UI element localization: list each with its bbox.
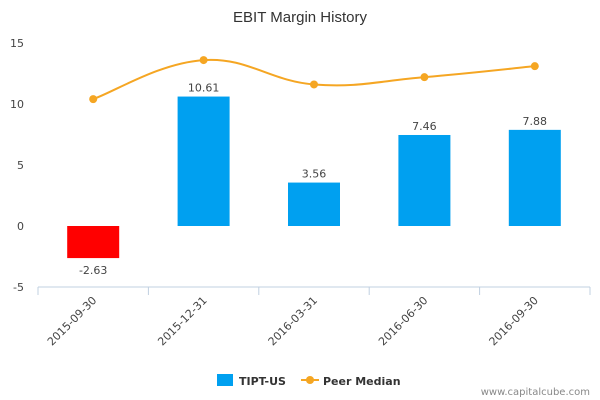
x-tick-label: 2016-06-30: [376, 294, 430, 348]
legend-swatch-tipt: [217, 374, 233, 386]
y-tick-label: -5: [13, 281, 24, 294]
peer-median-point: [310, 80, 318, 89]
bar: [508, 129, 561, 226]
bar-data-label: -2.63: [79, 264, 107, 277]
y-tick-label: 15: [10, 37, 24, 50]
legend-label-tipt: TIPT-US: [239, 375, 286, 388]
x-tick-label: 2015-12-31: [155, 294, 209, 348]
bar-data-label: 10.61: [188, 82, 220, 95]
x-axis: 2015-09-30 2015-12-31 2016-03-31 2016-06-30…: [37, 287, 591, 348]
bar: [288, 182, 340, 226]
peer-median-point: [530, 62, 539, 71]
legend-label-peer-median: Peer Median: [323, 375, 401, 388]
bar: [177, 96, 230, 226]
bar-data-label: 3.56: [302, 168, 327, 181]
y-tick-label: 10: [10, 98, 24, 111]
bar-data-labels: -2.63 10.61 3.56 7.46 7.88: [79, 82, 547, 278]
chart-title: EBIT Margin History: [233, 9, 367, 26]
bar: [67, 226, 120, 259]
y-axis: 15 10 5 0 -5: [10, 37, 24, 294]
x-tick-label: 2015-09-30: [45, 294, 99, 348]
bar: [398, 134, 451, 226]
watermark: www.capitalcube.com: [481, 387, 590, 398]
y-tick-label: 0: [17, 220, 24, 233]
legend[interactable]: TIPT-US Peer Median: [217, 374, 401, 388]
peer-median-point: [199, 56, 208, 65]
bar-data-label: 7.46: [412, 120, 437, 133]
y-tick-label: 5: [17, 159, 24, 172]
x-tick-label: 2016-09-30: [487, 294, 541, 348]
legend-marker-peer-median: [306, 376, 314, 384]
peer-median-point: [89, 95, 98, 104]
peer-median-series: [89, 56, 539, 104]
peer-median-line: [92, 58, 535, 101]
x-tick-label: 2016-03-31: [266, 294, 320, 348]
peer-median-point: [420, 73, 429, 82]
bar-data-label: 7.88: [523, 115, 548, 128]
bar-series: [67, 96, 561, 259]
